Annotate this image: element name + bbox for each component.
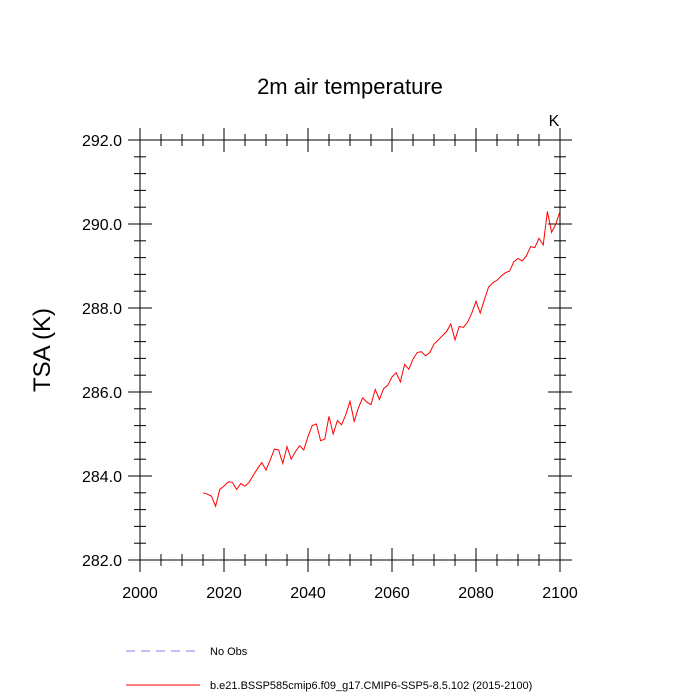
- x-tick-label: 2000: [122, 585, 158, 602]
- y-tick-label: 282.0: [82, 553, 122, 570]
- y-tick-label: 292.0: [82, 133, 122, 150]
- series-layer: [202, 211, 561, 508]
- series-line: [202, 211, 561, 508]
- y-tick-label: 290.0: [82, 217, 122, 234]
- y-tick-label: 288.0: [82, 301, 122, 318]
- legend-label-model: b.e21.BSSP585cmip6.f09_g17.CMIP6-SSP5-8.…: [210, 680, 532, 692]
- y-axis-label: TSA (K): [29, 308, 56, 392]
- y-tick-label: 286.0: [82, 385, 122, 402]
- x-axis: 2000 2020 2040 2060 2080 2100: [122, 128, 578, 602]
- y-tick-label: 284.0: [82, 469, 122, 486]
- x-tick-label: 2100: [542, 585, 578, 602]
- plot-frame: [139, 139, 561, 561]
- chart-title: 2m air temperature: [257, 74, 443, 99]
- y-axis: 282.0 284.0 286.0 288.0 290.0 292.0: [82, 133, 572, 570]
- x-tick-label: 2040: [290, 585, 326, 602]
- x-tick-label: 2060: [374, 585, 410, 602]
- legend-label-no-obs: No Obs: [210, 646, 248, 658]
- x-tick-label: 2080: [458, 585, 494, 602]
- units-label: K: [549, 113, 560, 130]
- legend: No Obs b.e21.BSSP585cmip6.f09_g17.CMIP6-…: [126, 646, 532, 692]
- x-tick-label: 2020: [206, 585, 242, 602]
